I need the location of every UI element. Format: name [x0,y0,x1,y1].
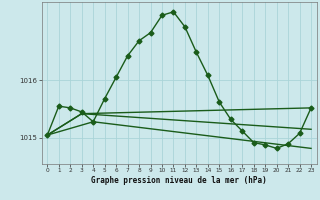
X-axis label: Graphe pression niveau de la mer (hPa): Graphe pression niveau de la mer (hPa) [91,176,267,185]
